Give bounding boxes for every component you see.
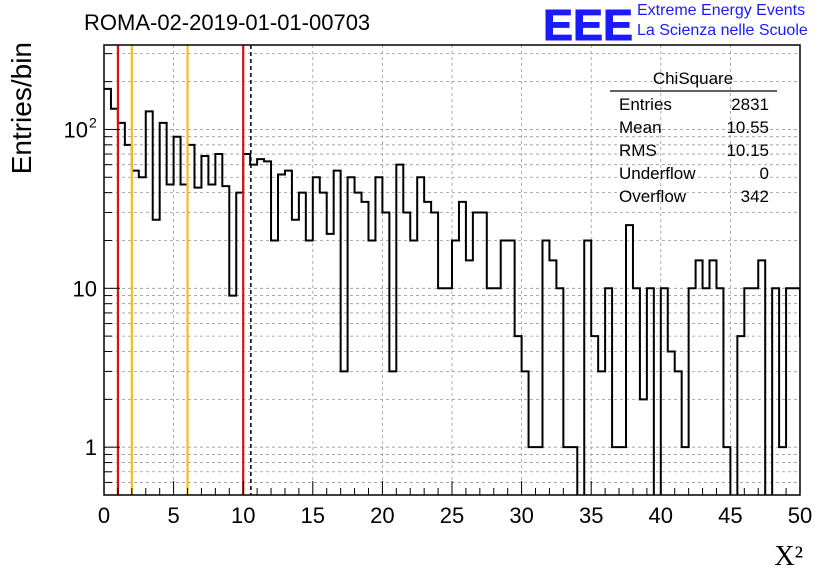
histogram-layer bbox=[104, 87, 800, 495]
x-tick-label: 5 bbox=[167, 503, 179, 528]
logo-line1: Extreme Energy Events bbox=[637, 2, 806, 19]
stats-title: ChiSquare bbox=[653, 69, 733, 88]
x-tick-label: 10 bbox=[231, 503, 255, 528]
stats-value: 10.55 bbox=[726, 118, 769, 137]
stats-label: Mean bbox=[619, 118, 662, 137]
x-tick-label: 15 bbox=[301, 503, 325, 528]
logo-letters: EEE bbox=[543, 2, 633, 44]
axis-ticks bbox=[103, 53, 801, 495]
stats-label: Entries bbox=[619, 95, 672, 114]
stats-value: 2831 bbox=[731, 95, 769, 114]
x-tick-label: 0 bbox=[98, 503, 110, 528]
stats-value: 342 bbox=[741, 187, 769, 206]
logo-line2: La Scienza nelle Scuole bbox=[637, 22, 808, 39]
y-tick-label: 10 bbox=[64, 117, 88, 142]
x-axis-label: X² bbox=[774, 541, 803, 572]
stats-label: Overflow bbox=[619, 187, 687, 206]
page-title: ROMA-02-2019-01-01-00703 bbox=[84, 10, 371, 35]
y-tick-label-exponent: 2 bbox=[89, 114, 97, 130]
stats-label: RMS bbox=[619, 141, 657, 160]
x-tick-label: 45 bbox=[718, 503, 742, 528]
y-tick-label: 10 bbox=[73, 276, 97, 301]
x-tick-label: 50 bbox=[788, 503, 812, 528]
stats-value: 10.15 bbox=[726, 141, 769, 160]
stats-value: 0 bbox=[760, 164, 769, 183]
stats-label: Underflow bbox=[619, 164, 696, 183]
y-tick-label: 1 bbox=[85, 435, 97, 460]
x-tick-label: 20 bbox=[370, 503, 394, 528]
y-axis-label: Entries/bin bbox=[6, 42, 37, 174]
histogram-steps bbox=[104, 87, 800, 495]
marker-lines bbox=[116, 45, 252, 495]
x-tick-label: 40 bbox=[649, 503, 673, 528]
x-tick-label: 35 bbox=[579, 503, 603, 528]
stats-box: ChiSquare Entries 2831 Mean 10.55 RMS 10.15 Un… bbox=[610, 69, 777, 206]
x-tick-label: 30 bbox=[509, 503, 533, 528]
x-tick-label: 25 bbox=[440, 503, 464, 528]
eee-logo: EEE bbox=[543, 2, 634, 44]
